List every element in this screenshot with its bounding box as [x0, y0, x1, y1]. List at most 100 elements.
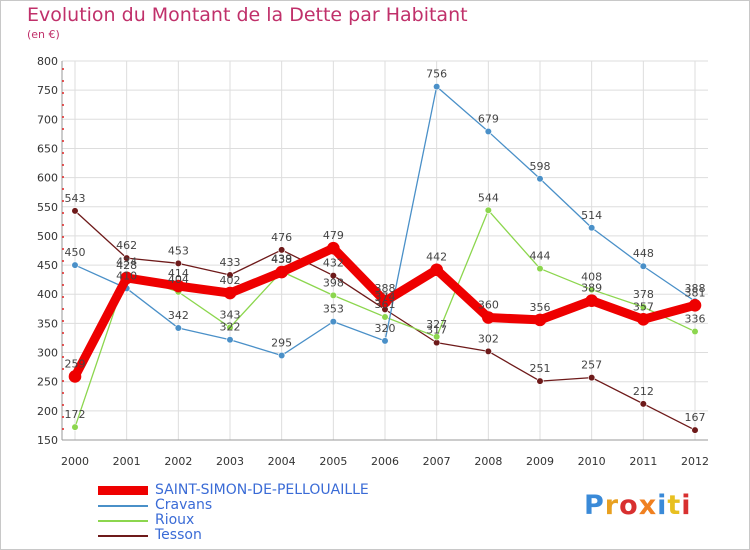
data-label: 450	[65, 246, 86, 259]
data-label: 679	[478, 113, 499, 126]
data-point	[430, 263, 443, 277]
data-point	[688, 299, 702, 312]
x-tick-label: 2010	[578, 455, 606, 468]
y-tick-label: 700	[37, 113, 58, 126]
data-point	[71, 423, 79, 431]
data-label: 408	[581, 271, 602, 284]
data-label: 302	[478, 332, 499, 345]
data-point	[329, 318, 337, 326]
x-tick-label: 2000	[61, 455, 89, 468]
x-tick-label: 2006	[371, 455, 399, 468]
data-label: 342	[168, 309, 189, 322]
legend-swatch	[98, 504, 148, 507]
data-point	[433, 333, 441, 341]
data-point	[174, 324, 182, 332]
data-label: 378	[633, 288, 654, 301]
data-point	[71, 261, 79, 269]
data-point	[588, 285, 596, 294]
data-label: 360	[478, 299, 499, 312]
data-point	[329, 291, 337, 299]
x-tick-label: 2007	[423, 455, 451, 468]
x-tick-label: 2005	[319, 455, 347, 468]
data-label: 357	[633, 300, 654, 313]
data-point	[381, 337, 389, 345]
data-point	[639, 400, 647, 408]
x-tick-label: 2004	[268, 455, 296, 468]
data-label: 479	[323, 229, 344, 242]
data-point	[378, 294, 392, 308]
y-tick-label: 350	[37, 317, 58, 330]
y-tick-label: 500	[37, 230, 58, 243]
data-label: 598	[530, 160, 551, 173]
data-point	[172, 279, 185, 293]
data-point	[484, 206, 492, 214]
data-label: 442	[426, 251, 447, 264]
data-label: 317	[426, 324, 447, 337]
data-label: 543	[65, 192, 86, 205]
data-label: 388	[685, 282, 706, 295]
y-tick-label: 750	[37, 84, 58, 97]
data-point	[223, 286, 237, 300]
data-label: 462	[116, 239, 137, 252]
x-tick-label: 2002	[164, 455, 192, 468]
data-point	[536, 175, 544, 183]
data-label: 514	[581, 209, 602, 222]
chart-subtitle: (en €)	[27, 28, 60, 41]
y-tick-label: 800	[37, 55, 58, 68]
data-label: 257	[581, 359, 602, 372]
data-label: 322	[220, 321, 241, 334]
data-label: 398	[323, 276, 344, 289]
data-point	[226, 323, 234, 332]
data-point	[585, 294, 598, 307]
data-label: 438	[271, 253, 292, 266]
data-point	[68, 370, 82, 383]
x-tick-label: 2008	[474, 455, 502, 468]
data-point	[381, 313, 389, 321]
data-label: 476	[271, 231, 292, 244]
data-point	[637, 313, 650, 326]
data-label: 343	[220, 308, 241, 321]
x-tick-label: 2011	[629, 455, 657, 468]
y-tick-label: 450	[37, 259, 58, 272]
data-point	[278, 246, 286, 254]
legend-label: Rioux	[155, 512, 195, 528]
legend-swatch	[98, 534, 148, 537]
data-label: 414	[168, 267, 189, 280]
y-tick-label: 550	[37, 201, 58, 214]
data-point	[433, 83, 441, 91]
data-point	[536, 264, 544, 273]
data-label: 361	[375, 298, 396, 311]
data-point	[174, 259, 182, 267]
y-tick-label: 650	[37, 142, 58, 155]
data-label: 336	[685, 313, 706, 326]
data-label: 167	[685, 411, 706, 424]
legend-label: SAINT-SIMON-DE-PELLOUAILLE	[155, 482, 369, 498]
data-point	[226, 336, 234, 344]
y-tick-label: 150	[37, 434, 58, 447]
data-point	[484, 127, 492, 136]
data-label: 402	[220, 274, 241, 287]
x-tick-label: 2001	[113, 455, 141, 468]
y-tick-label: 600	[37, 172, 58, 185]
proxiti-logo: Proxiti	[584, 490, 692, 521]
data-label: 444	[530, 250, 551, 263]
data-point	[639, 262, 647, 270]
x-tick-label: 2003	[216, 455, 244, 468]
y-tick-label: 200	[37, 405, 58, 418]
y-tick-label: 300	[37, 347, 58, 360]
data-point	[588, 224, 596, 232]
legend-swatch	[98, 519, 148, 522]
data-point	[482, 311, 495, 324]
data-label: 756	[426, 68, 447, 81]
data-point	[484, 347, 492, 355]
data-point	[536, 377, 544, 385]
data-label: 432	[323, 257, 344, 270]
data-label: 320	[375, 322, 396, 335]
data-point	[120, 271, 133, 285]
data-label: 374	[375, 290, 396, 303]
data-label: 448	[633, 247, 654, 260]
data-label: 439	[271, 252, 292, 265]
x-tick-label: 2012	[681, 455, 709, 468]
x-tick-label: 2009	[526, 455, 554, 468]
